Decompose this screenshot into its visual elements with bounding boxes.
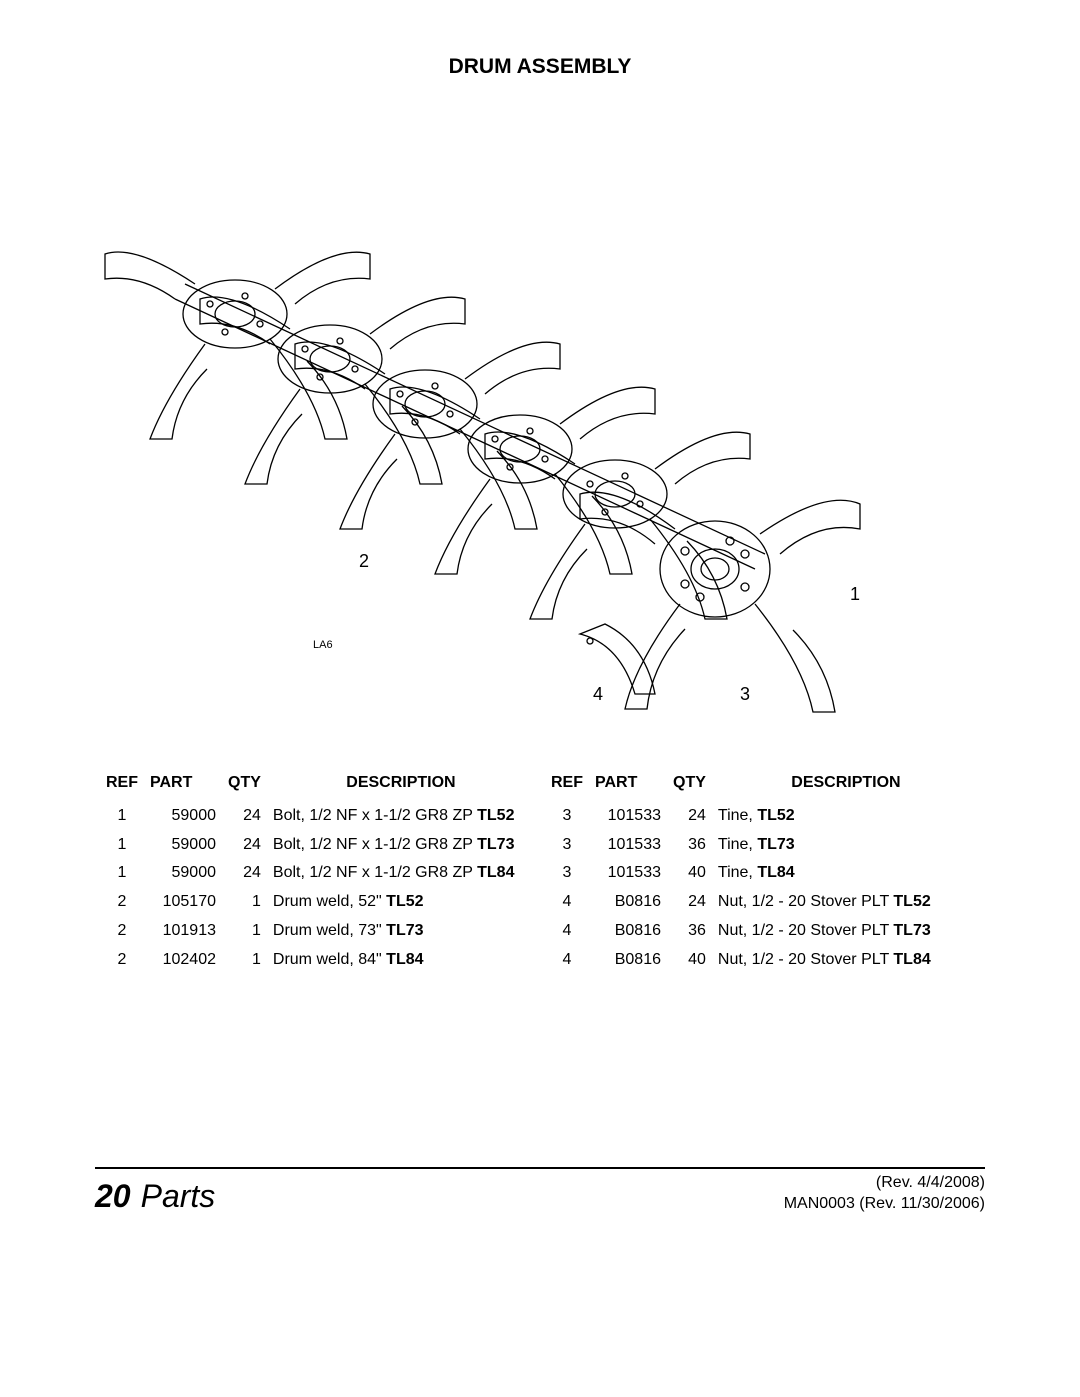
cell-qty: 24 (222, 802, 267, 831)
col-desc: DESCRIPTION (712, 769, 980, 802)
cell-description: Bolt, 1/2 NF x 1-1/2 GR8 ZP TL84 (267, 859, 535, 888)
cell-description: Tine, TL84 (712, 859, 980, 888)
cell-description: Drum weld, 73" TL73 (267, 917, 535, 946)
table-row: 15900024Bolt, 1/2 NF x 1-1/2 GR8 ZP TL84 (100, 859, 535, 888)
parts-table-right: REF PART QTY DESCRIPTION 310153324Tine, … (545, 769, 980, 975)
model-code: TL52 (477, 807, 514, 824)
col-ref: REF (100, 769, 144, 802)
cell-qty: 36 (667, 831, 712, 860)
col-qty: QTY (222, 769, 267, 802)
cell-qty: 24 (667, 802, 712, 831)
table-row: 4B081624Nut, 1/2 - 20 Stover PLT TL52 (545, 888, 980, 917)
cell-ref: 3 (545, 802, 589, 831)
cell-description: Tine, TL73 (712, 831, 980, 860)
hub-group (105, 252, 860, 712)
cell-ref: 4 (545, 888, 589, 917)
model-code: TL84 (757, 864, 794, 881)
callout-4: 4 (593, 684, 603, 705)
table-row: 15900024Bolt, 1/2 NF x 1-1/2 GR8 ZP TL52 (100, 802, 535, 831)
cell-qty: 40 (667, 946, 712, 975)
cell-ref: 3 (545, 831, 589, 860)
cell-description: Bolt, 1/2 NF x 1-1/2 GR8 ZP TL73 (267, 831, 535, 860)
cell-part: B0816 (589, 888, 667, 917)
col-qty: QTY (667, 769, 712, 802)
cell-ref: 1 (100, 831, 144, 860)
cell-qty: 24 (222, 859, 267, 888)
cell-part: 59000 (144, 831, 222, 860)
cell-ref: 4 (545, 946, 589, 975)
cell-part: B0816 (589, 946, 667, 975)
table-row: 310153324Tine, TL52 (545, 802, 980, 831)
cell-ref: 2 (100, 946, 144, 975)
cell-qty: 24 (222, 831, 267, 860)
section-name: Parts (141, 1178, 216, 1215)
cell-part: 59000 (144, 802, 222, 831)
model-code: TL73 (757, 836, 794, 853)
cell-qty: 36 (667, 917, 712, 946)
cell-part: 101913 (144, 917, 222, 946)
cell-ref: 1 (100, 802, 144, 831)
model-code: TL52 (893, 893, 930, 910)
cell-ref: 3 (545, 859, 589, 888)
model-code: TL52 (757, 807, 794, 824)
callout-3: 3 (740, 684, 750, 705)
model-code: TL84 (477, 864, 514, 881)
col-part: PART (589, 769, 667, 802)
table-row: 310153340Tine, TL84 (545, 859, 980, 888)
footer-rule (95, 1167, 985, 1169)
diagram-code: LA6 (313, 639, 333, 651)
parts-table-left: REF PART QTY DESCRIPTION 15900024Bolt, 1… (100, 769, 535, 975)
rev-date-top: (Rev. 4/4/2008) (784, 1173, 985, 1194)
col-part: PART (144, 769, 222, 802)
cell-ref: 4 (545, 917, 589, 946)
cell-description: Nut, 1/2 - 20 Stover PLT TL52 (712, 888, 980, 917)
cell-description: Drum weld, 52" TL52 (267, 888, 535, 917)
cell-description: Nut, 1/2 - 20 Stover PLT TL84 (712, 946, 980, 975)
model-code: TL84 (893, 951, 930, 968)
cell-description: Bolt, 1/2 NF x 1-1/2 GR8 ZP TL52 (267, 802, 535, 831)
col-desc: DESCRIPTION (267, 769, 535, 802)
cell-part: 101533 (589, 859, 667, 888)
table-row: 21051701Drum weld, 52" TL52 (100, 888, 535, 917)
cell-description: Drum weld, 84" TL84 (267, 946, 535, 975)
callout-2: 2 (359, 551, 369, 572)
col-ref: REF (545, 769, 589, 802)
cell-part: 105170 (144, 888, 222, 917)
cell-qty: 24 (667, 888, 712, 917)
cell-qty: 40 (667, 859, 712, 888)
cell-description: Tine, TL52 (712, 802, 980, 831)
drum-assembly-svg (115, 109, 875, 729)
table-row: 15900024Bolt, 1/2 NF x 1-1/2 GR8 ZP TL73 (100, 831, 535, 860)
parts-tables: REF PART QTY DESCRIPTION 15900024Bolt, 1… (100, 769, 980, 975)
model-code: TL73 (386, 922, 423, 939)
model-code: TL84 (386, 951, 423, 968)
cell-part: B0816 (589, 917, 667, 946)
callout-1: 1 (850, 584, 860, 605)
model-code: TL52 (386, 893, 423, 910)
cell-description: Nut, 1/2 - 20 Stover PLT TL73 (712, 917, 980, 946)
table-row: 21024021Drum weld, 84" TL84 (100, 946, 535, 975)
rev-date-bottom: MAN0003 (Rev. 11/30/2006) (784, 1194, 985, 1215)
table-row: 310153336Tine, TL73 (545, 831, 980, 860)
cell-qty: 1 (222, 946, 267, 975)
cell-part: 102402 (144, 946, 222, 975)
assembly-diagram: 2 1 4 3 LA6 (95, 99, 985, 739)
table-row: 21019131Drum weld, 73" TL73 (100, 917, 535, 946)
page-footer: 20 Parts (Rev. 4/4/2008) MAN0003 (Rev. 1… (95, 1167, 985, 1227)
page-number: 20 (95, 1178, 131, 1215)
cell-part: 101533 (589, 802, 667, 831)
cell-part: 101533 (589, 831, 667, 860)
page-title: DRUM ASSEMBLY (95, 55, 985, 79)
cell-part: 59000 (144, 859, 222, 888)
cell-ref: 2 (100, 888, 144, 917)
cell-qty: 1 (222, 917, 267, 946)
table-row: 4B081640Nut, 1/2 - 20 Stover PLT TL84 (545, 946, 980, 975)
cell-ref: 2 (100, 917, 144, 946)
table-row: 4B081636Nut, 1/2 - 20 Stover PLT TL73 (545, 917, 980, 946)
cell-ref: 1 (100, 859, 144, 888)
model-code: TL73 (893, 922, 930, 939)
page: DRUM ASSEMBLY (0, 0, 1080, 1397)
model-code: TL73 (477, 836, 514, 853)
cell-qty: 1 (222, 888, 267, 917)
